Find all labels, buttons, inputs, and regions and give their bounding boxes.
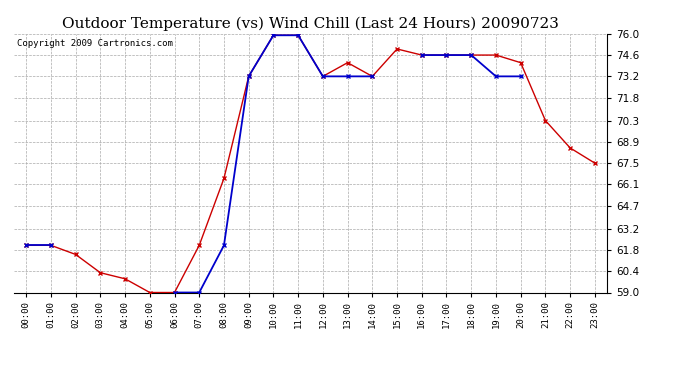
Title: Outdoor Temperature (vs) Wind Chill (Last 24 Hours) 20090723: Outdoor Temperature (vs) Wind Chill (Las… [62,17,559,31]
Text: Copyright 2009 Cartronics.com: Copyright 2009 Cartronics.com [17,39,172,48]
